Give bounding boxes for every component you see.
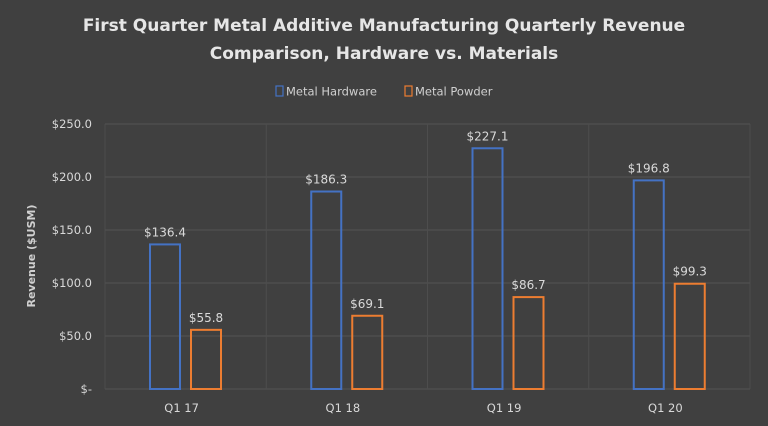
legend-swatch <box>404 85 413 97</box>
data-label: $99.3 <box>673 265 707 279</box>
y-tick-label: $200.0 <box>52 170 92 184</box>
legend-entry: Metal Powder <box>415 85 493 99</box>
bar-metal-hardware <box>471 147 504 390</box>
bar-metal-powder <box>351 314 384 390</box>
x-tick-label: Q1 20 <box>648 401 683 415</box>
data-label: $196.8 <box>628 161 670 175</box>
y-axis-label: Revenue ($USM) <box>25 204 38 307</box>
bar-metal-powder <box>512 296 545 390</box>
y-tick-label: $- <box>81 382 92 396</box>
x-tick-label: Q1 17 <box>164 401 199 415</box>
data-label: $86.7 <box>511 278 545 292</box>
data-label: $186.3 <box>305 173 347 187</box>
bars: $136.4 $55.8 Q1 17 $186.3 $69.1 Q1 18 $227.1 $8… <box>144 129 707 415</box>
y-tick-label: $100.0 <box>52 276 92 290</box>
data-label: $227.1 <box>467 129 509 143</box>
legend: Metal Hardware Metal Powder <box>275 85 493 99</box>
gridlines: $- $50.0 $100.0 $150.0 $200.0 $250.0 <box>52 117 751 396</box>
data-label: $55.8 <box>189 311 223 325</box>
data-label: $69.1 <box>350 297 384 311</box>
legend-swatch <box>275 85 284 97</box>
y-tick-label: $250.0 <box>52 117 92 131</box>
chart-title-line-2: Comparison, Hardware vs. Materials <box>210 44 559 64</box>
y-tick-label: $150.0 <box>52 223 92 237</box>
x-tick-label: Q1 19 <box>487 401 522 415</box>
y-tick-label: $50.0 <box>59 329 92 343</box>
bar-metal-hardware <box>632 179 665 390</box>
legend-entry: Metal Hardware <box>286 85 377 99</box>
bar-metal-hardware <box>310 190 343 390</box>
bar-metal-powder <box>190 328 222 390</box>
x-tick-label: Q1 18 <box>326 401 361 415</box>
data-label: $136.4 <box>144 225 186 239</box>
bar-metal-powder <box>673 282 706 391</box>
bar-metal-hardware <box>149 243 181 390</box>
chart-title-line-1: First Quarter Metal Additive Manufacturi… <box>83 16 685 36</box>
